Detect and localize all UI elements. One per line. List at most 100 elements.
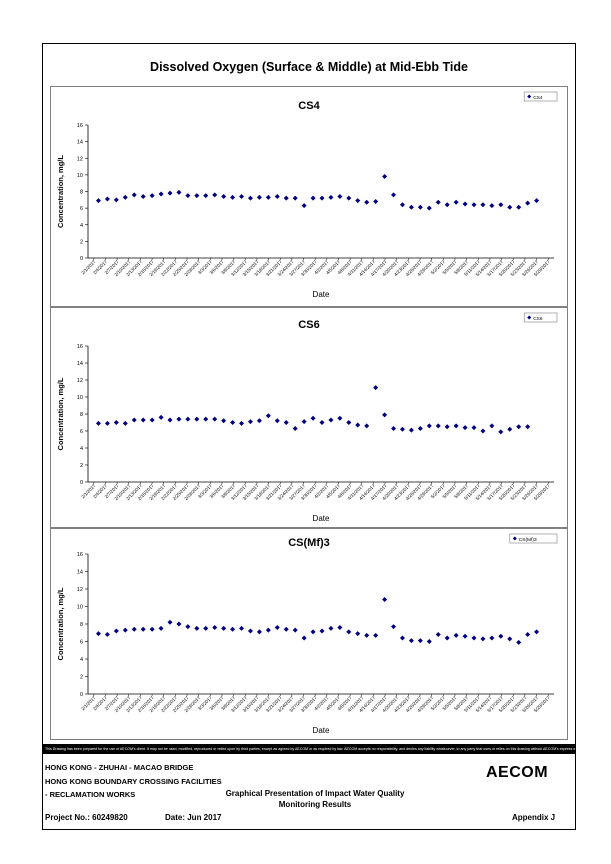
y-tick-label: 2 [80,675,83,681]
data-point [274,193,280,199]
chart-title-cs4: CS4 [298,100,320,112]
data-point [176,621,182,627]
project-number: Project No.: 60249820 [45,813,128,822]
data-point [131,192,137,198]
chart-title-csmf3: CS(Mf)3 [288,537,330,549]
data-point [534,198,540,204]
data-point [498,633,504,639]
data-point [373,198,379,204]
y-tick-label: 0 [80,692,83,698]
data-point [221,418,227,424]
data-point [417,204,423,210]
aecom-logo: AECOM [486,764,549,781]
data-point [265,194,271,200]
data-point [462,201,468,207]
data-point [399,635,405,641]
data-point [346,420,352,425]
y-tick-label: 0 [80,480,83,486]
data-point [346,195,352,201]
data-point [516,639,522,645]
data-point [328,194,334,200]
data-point [444,424,450,430]
data-point [185,624,191,630]
data-point [507,204,513,210]
data-point [221,193,227,199]
data-point [426,639,432,644]
data-point [471,635,477,641]
legend-label: CS6 [533,316,543,322]
footer-line-3: - RECLAMATION WORKS [45,790,136,799]
data-point [158,625,164,631]
data-point [489,203,495,209]
data-point [239,420,245,426]
data-point [230,194,236,200]
data-point [391,192,397,198]
data-point [489,423,495,429]
data-point [158,191,164,197]
data-point [435,632,441,637]
y-tick-label: 16 [77,344,83,350]
data-point [283,195,289,201]
data-point [525,424,531,430]
y-tick-label: 10 [77,395,83,401]
report-title-line-2: Monitoring Results [278,800,352,809]
data-point [399,426,405,432]
data-point [113,628,119,634]
y-tick-label: 2 [80,463,83,469]
data-point [212,625,218,630]
data-point [113,197,119,203]
data-point [426,205,432,211]
y-tick-label: 10 [77,173,83,179]
data-point [104,196,110,202]
data-point [292,627,298,633]
y-tick-label: 16 [77,123,83,129]
data-point [337,193,343,199]
data-point [337,415,343,421]
data-point [453,199,459,205]
data-point [382,174,388,180]
data-point [364,199,370,205]
y-tick-label: 8 [80,190,83,196]
data-point [239,625,245,631]
data-point [534,629,540,635]
data-point [113,420,119,425]
data-point [167,619,173,625]
data-point [507,426,513,432]
data-point [265,627,271,633]
data-point [140,193,146,199]
y-tick-label: 14 [77,140,83,146]
y-tick-label: 6 [80,429,83,435]
data-point [221,625,227,631]
data-point [319,420,325,425]
data-point [212,416,218,422]
y-tick-label: 8 [80,412,83,418]
data-point [149,193,155,199]
data-point [319,195,325,201]
data-point [203,625,209,631]
data-point [301,203,307,209]
data-point [373,385,379,391]
data-point [194,625,200,631]
data-point [310,195,316,201]
data-point [337,625,343,630]
y-tick-label: 14 [77,361,83,367]
data-point [301,419,307,425]
data-point [516,204,522,210]
chart-panel-cs6: CS6 CS6 0 2 4 6 8 10 12 14 16 Concentration, mg/L 2/… [50,307,568,528]
data-point [167,417,173,423]
data-point [453,423,459,429]
data-point [283,626,289,632]
data-point [265,413,271,419]
y-tick-label: 12 [77,378,83,384]
data-point [185,416,191,422]
report-date: Date: Jun 2017 [165,813,222,822]
data-point [462,633,468,639]
data-point [158,414,164,420]
data-point [310,629,316,635]
data-point [310,415,316,421]
data-point [328,625,334,631]
y-tick-label: 0 [80,256,83,262]
data-point [104,420,110,426]
y-tick-label: 12 [77,156,83,162]
